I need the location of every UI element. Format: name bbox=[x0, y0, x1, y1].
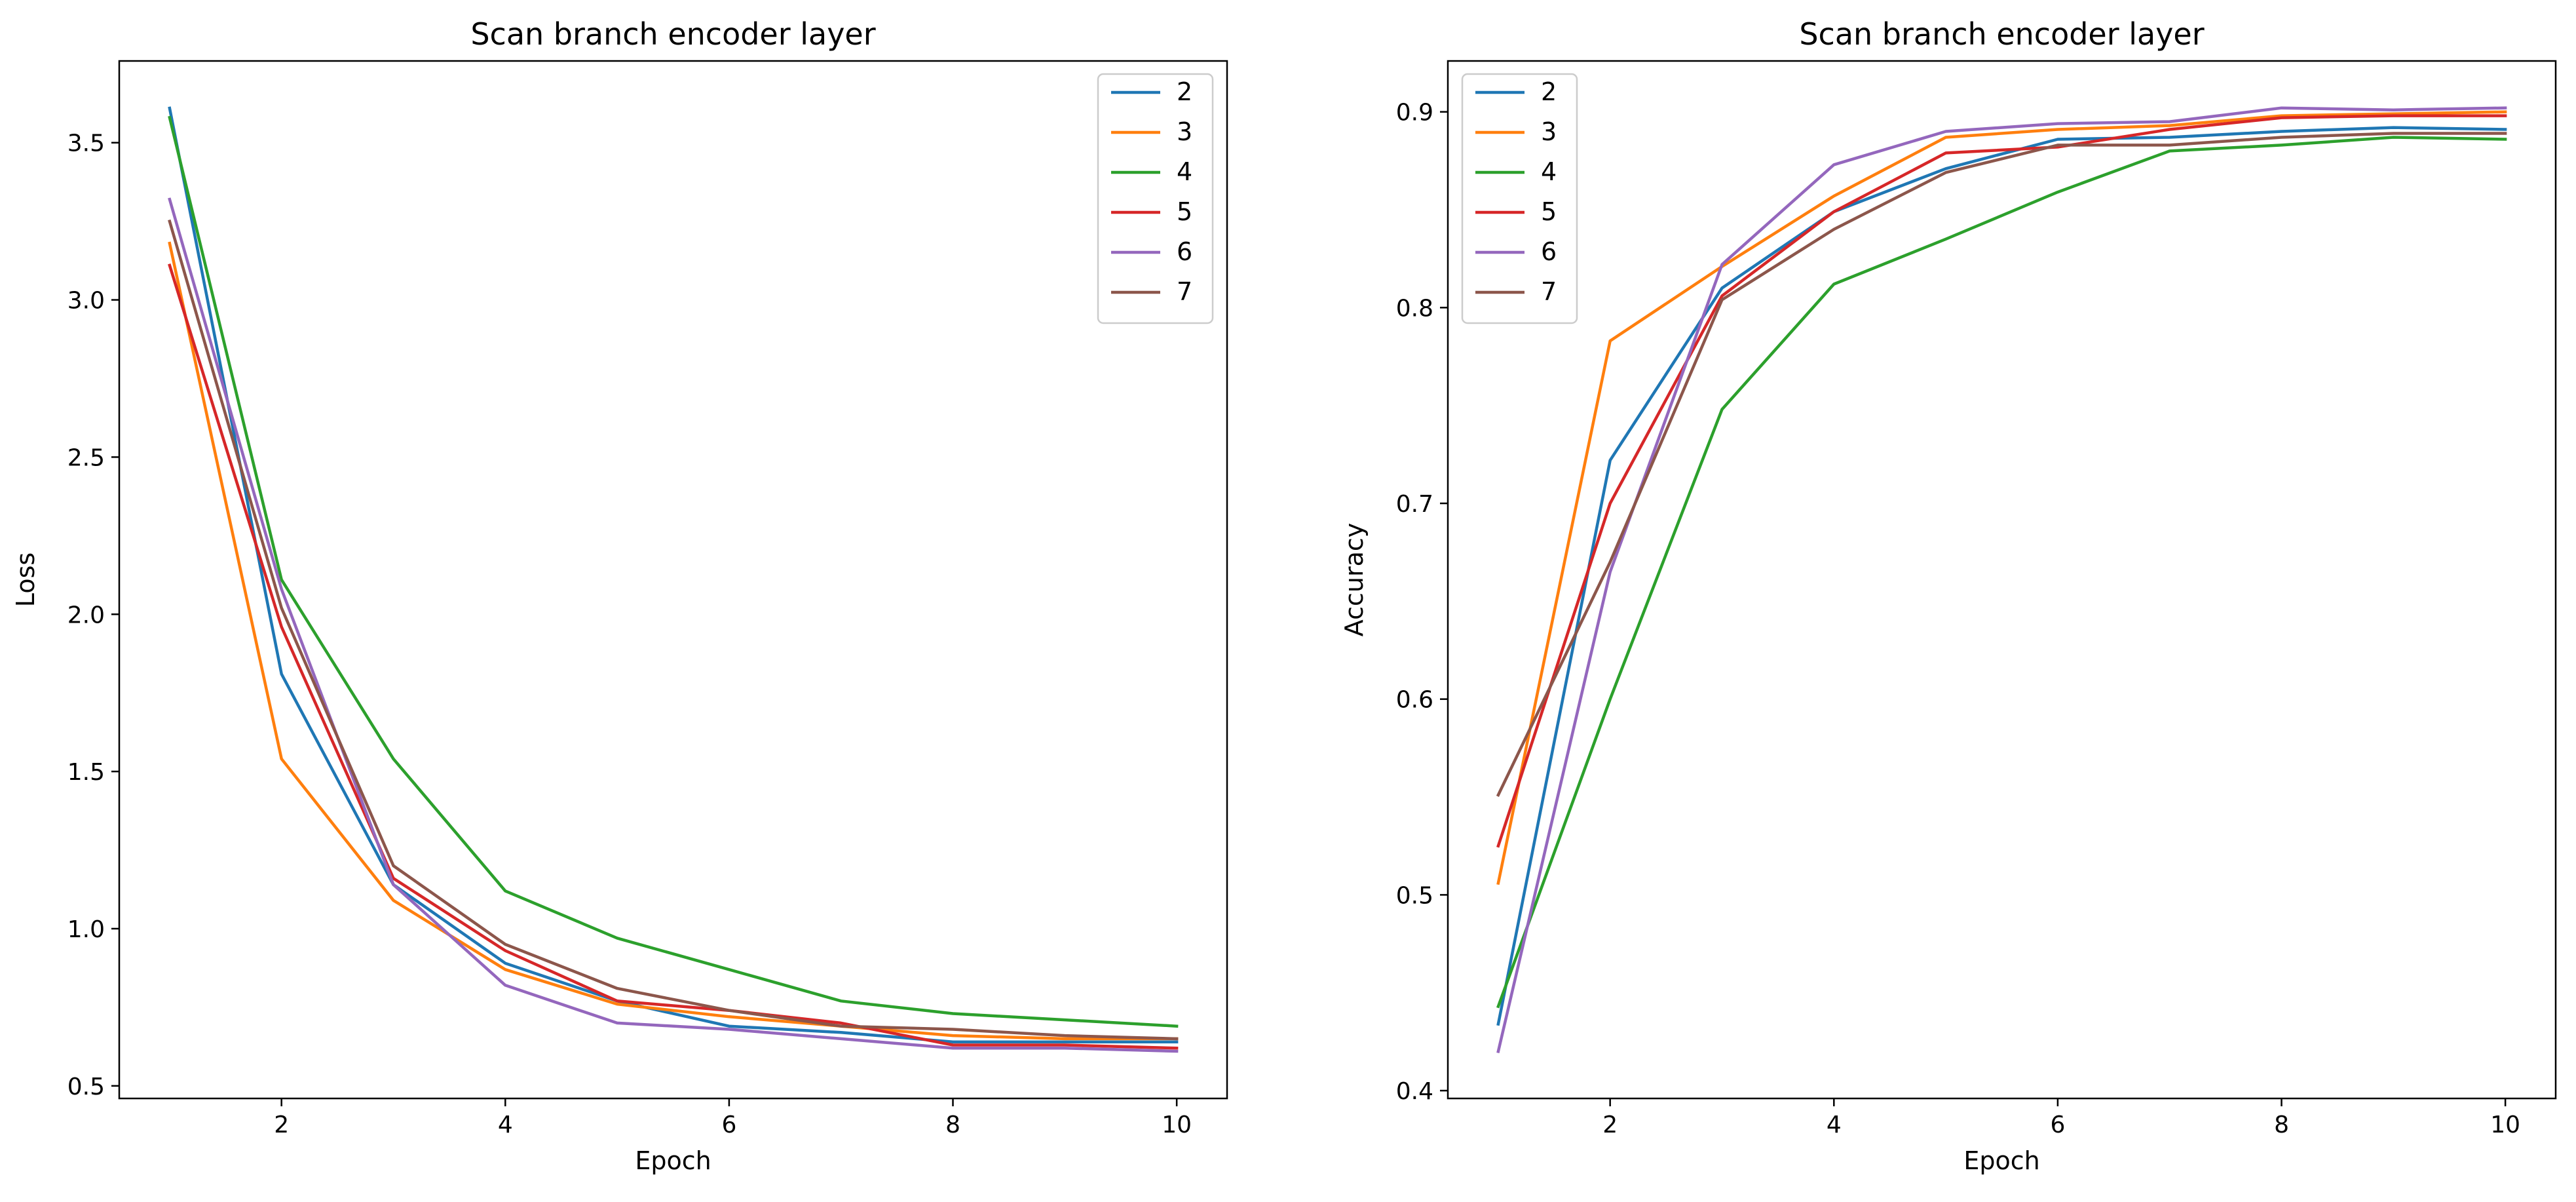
legend-label-5: 5 bbox=[1541, 197, 1557, 226]
x-tick-label: 10 bbox=[2490, 1112, 2520, 1138]
series-line-6 bbox=[168, 197, 1179, 1053]
x-tick-label: 2 bbox=[274, 1112, 289, 1138]
subplot-1: 2 4 6 8 10 0.5 1.0 1.5 2.0 2.5 3.0 3.5 Scan branch e… bbox=[11, 16, 1228, 1175]
y-tick-label: 2.0 bbox=[67, 602, 105, 629]
legend-label-5: 5 bbox=[1177, 197, 1192, 226]
legend-box bbox=[1097, 73, 1214, 324]
y-tick-label: 3.5 bbox=[67, 130, 105, 157]
y-tick-label: 1.5 bbox=[67, 759, 105, 786]
x-axis-label: Epoch bbox=[1963, 1146, 2039, 1175]
legend-label-4: 4 bbox=[1177, 157, 1192, 186]
legend-label-3: 3 bbox=[1541, 117, 1557, 146]
y-axis-label: Loss bbox=[11, 553, 40, 607]
x-axis-label: Epoch bbox=[635, 1146, 711, 1175]
y-tick-label: 1.0 bbox=[67, 916, 105, 943]
series-line-3 bbox=[168, 241, 1179, 1041]
series-line-7 bbox=[1496, 132, 2507, 798]
y-axis-label: Accuracy bbox=[1340, 523, 1369, 637]
y-tick-label: 0.6 bbox=[1396, 687, 1433, 714]
series-line-2 bbox=[1496, 126, 2507, 1026]
y-tick-label: 3.0 bbox=[67, 288, 105, 315]
legend-label-6: 6 bbox=[1541, 237, 1557, 266]
y-tick-label: 0.8 bbox=[1396, 295, 1433, 322]
legend-label-2: 2 bbox=[1177, 77, 1192, 106]
series-line-7 bbox=[168, 219, 1179, 1041]
y-tick-label: 0.5 bbox=[67, 1074, 105, 1100]
series-line-5 bbox=[1496, 114, 2507, 848]
chart-title: Scan branch encoder layer bbox=[1799, 16, 2204, 52]
axes-frame bbox=[1447, 60, 2557, 1100]
chart-title: Scan branch encoder layer bbox=[470, 16, 875, 52]
legend-label-6: 6 bbox=[1177, 237, 1192, 266]
legend-box bbox=[1461, 73, 1578, 324]
legend-label-7: 7 bbox=[1177, 277, 1192, 306]
legend: 2 3 4 5 6 7 bbox=[1097, 73, 1214, 324]
y-tick-label: 2.5 bbox=[67, 444, 105, 471]
y-tick-label: 0.9 bbox=[1396, 100, 1433, 126]
y-tick-label: 0.7 bbox=[1396, 491, 1433, 518]
x-tick-label: 8 bbox=[945, 1112, 960, 1138]
series-line-6 bbox=[1496, 106, 2507, 1054]
legend: 2 3 4 5 6 7 bbox=[1461, 73, 1578, 324]
legend-label-4: 4 bbox=[1541, 157, 1557, 186]
series-line-5 bbox=[168, 263, 1179, 1050]
series-line-4 bbox=[1496, 136, 2507, 1009]
x-tick-label: 6 bbox=[2050, 1112, 2065, 1138]
legend-label-7: 7 bbox=[1541, 277, 1557, 306]
x-tick-label: 6 bbox=[721, 1112, 736, 1138]
legend-label-2: 2 bbox=[1541, 77, 1557, 106]
x-tick-label: 4 bbox=[1827, 1112, 1842, 1138]
series-line-3 bbox=[1496, 110, 2507, 885]
x-tick-label: 10 bbox=[1162, 1112, 1192, 1138]
x-tick-label: 2 bbox=[1602, 1112, 1618, 1138]
y-tick-label: 0.5 bbox=[1396, 882, 1433, 909]
series-line-4 bbox=[168, 115, 1179, 1028]
x-tick-label: 4 bbox=[498, 1112, 513, 1138]
y-tick-label: 0.4 bbox=[1396, 1078, 1433, 1105]
legend-label-3: 3 bbox=[1177, 117, 1192, 146]
axes-frame bbox=[118, 60, 1228, 1100]
series-line-2 bbox=[168, 106, 1179, 1043]
x-tick-label: 8 bbox=[2274, 1112, 2289, 1138]
subplot-2: 2 4 6 8 10 0.4 0.5 0.6 0.7 0.8 0.9 Scan branch enco… bbox=[1340, 16, 2557, 1175]
